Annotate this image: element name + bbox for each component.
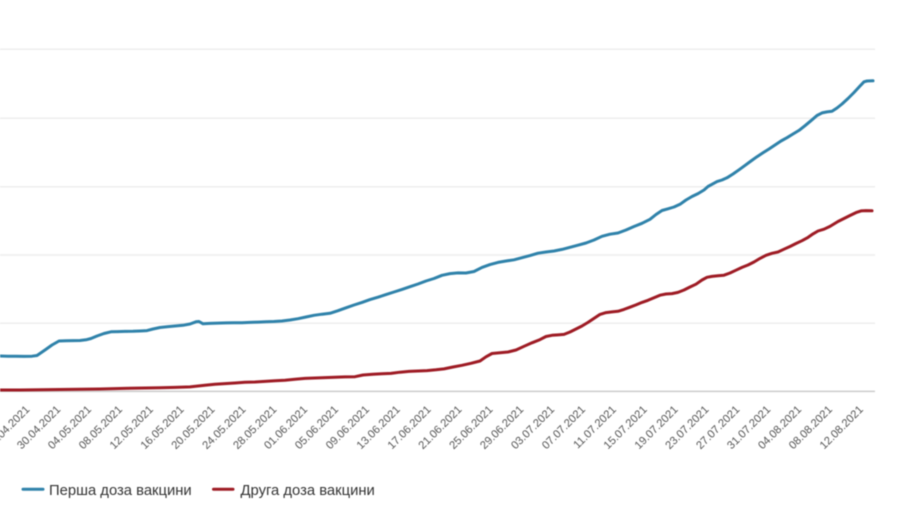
svg-text:Перша доза вакцини: Перша доза вакцини [49, 483, 192, 499]
svg-text:Друга доза вакцини: Друга доза вакцини [241, 483, 375, 499]
